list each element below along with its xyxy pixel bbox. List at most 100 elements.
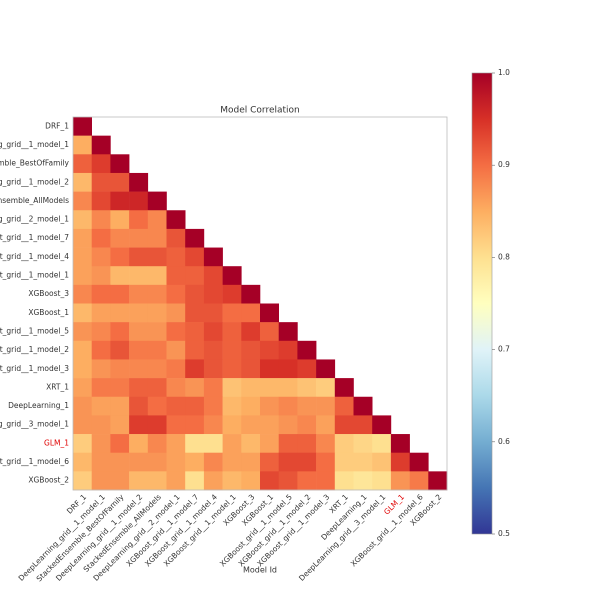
heatmap-cell (110, 247, 130, 267)
y-tick-label: XGBoost_grid__1_model_6 (0, 457, 69, 466)
heatmap-cell (166, 415, 186, 435)
heatmap-cell (166, 434, 186, 453)
heatmap-cell (297, 396, 317, 416)
y-tick-label: XGBoost_grid__1_model_7 (0, 233, 69, 242)
heatmap-cell (73, 191, 92, 211)
plot-frame (72, 116, 448, 491)
y-tick-label: XRT_1 (46, 382, 69, 391)
colorbar-tick-label: 0.7 (498, 345, 510, 354)
y-tick-label: XGBoost_grid__1_model_3 (0, 364, 69, 373)
heatmap-cell (372, 434, 392, 453)
heatmap-cell (129, 359, 149, 379)
heatmap-cell (334, 378, 354, 398)
heatmap-cell (147, 322, 167, 342)
heatmap-cell (241, 415, 261, 435)
heatmap-cell (147, 359, 167, 379)
heatmap-cell (260, 415, 279, 435)
heatmap-cell (372, 452, 392, 472)
heatmap-cell (73, 471, 92, 491)
heatmap-cell (297, 471, 317, 491)
heatmap-cell (185, 415, 205, 435)
heatmap-cell (222, 303, 242, 323)
heatmap-cell (222, 471, 242, 491)
heatmap-cell (73, 340, 92, 360)
heatmap-cell (353, 434, 373, 453)
heatmap-cell (147, 452, 167, 472)
heatmap-cell (91, 135, 111, 155)
heatmap-cell (129, 284, 149, 304)
heatmap-cell (166, 247, 186, 267)
heatmap-cell (166, 266, 186, 286)
heatmap-cell (110, 154, 130, 174)
heatmap-cell (222, 452, 242, 472)
heatmap-cell (185, 228, 205, 248)
heatmap-cell (278, 471, 298, 491)
y-tick-label: XGBoost_grid__1_model_1 (0, 271, 69, 280)
chart-title: Model Correlation (220, 106, 300, 116)
y-tick-label: GLM_1 (44, 438, 69, 447)
heatmap-cell (147, 434, 167, 453)
heatmap-cell (129, 396, 149, 416)
heatmap-cell (129, 415, 149, 435)
heatmap-cell (147, 415, 167, 435)
heatmap-cell (241, 378, 261, 398)
heatmap-cell (91, 396, 111, 416)
heatmap-cell (91, 452, 111, 472)
heatmap-cell (334, 415, 354, 435)
heatmap-cell (73, 117, 92, 136)
heatmap-cell (203, 322, 223, 342)
heatmap-cell (129, 247, 149, 267)
heatmap-cell (91, 378, 111, 398)
heatmap-cell (73, 247, 92, 267)
heatmap-cell (185, 378, 205, 398)
heatmap-cell (334, 452, 354, 472)
heatmap-cell (147, 210, 167, 230)
heatmap-cell (316, 471, 336, 491)
heatmap-cell (185, 452, 205, 472)
heatmap-cell (166, 378, 186, 398)
heatmap-cell (110, 228, 130, 248)
heatmap-cell (409, 471, 429, 491)
heatmap-cell (73, 434, 92, 453)
y-tick-label: XGBoost_grid__1_model_2 (0, 345, 69, 354)
heatmap-cell (110, 210, 130, 230)
y-tick-label: XGBoost_grid__1_model_4 (0, 252, 69, 261)
colorbar-tick-label: 0.9 (498, 160, 510, 169)
heatmap-cell (241, 396, 261, 416)
heatmap-cell (147, 228, 167, 248)
heatmap-cell (73, 359, 92, 379)
y-tick-label: XGBoost_1 (28, 308, 69, 317)
heatmap-cell (260, 378, 279, 398)
heatmap-cell (147, 340, 167, 360)
heatmap-cell (316, 359, 336, 379)
heatmap-cell (129, 228, 149, 248)
heatmap-cell (129, 266, 149, 286)
heatmap-cell (185, 396, 205, 416)
heatmap-cell (297, 378, 317, 398)
heatmap-cell (222, 378, 242, 398)
heatmap-cell (297, 452, 317, 472)
heatmap-cell (147, 191, 167, 211)
y-tick-label: StackedEnsemble_AllModels (0, 196, 69, 205)
heatmap-cell (241, 322, 261, 342)
heatmap-cell (222, 340, 242, 360)
heatmap-cell (260, 322, 279, 342)
heatmap-cell (203, 434, 223, 453)
heatmap-cell (203, 471, 223, 491)
colorbar-tick-label: 0.6 (498, 437, 510, 446)
heatmap-cell (203, 396, 223, 416)
heatmap-cell (147, 396, 167, 416)
heatmap-cell (185, 434, 205, 453)
heatmap-cell (166, 228, 186, 248)
heatmap-cell (166, 303, 186, 323)
heatmap-cell (241, 471, 261, 491)
heatmap-cell (278, 378, 298, 398)
colorbar-tick-label: 1.0 (498, 68, 510, 77)
y-tick-label: DeepLearning_grid__1_model_1 (0, 140, 69, 149)
heatmap-cell (203, 452, 223, 472)
heatmap-cell (222, 396, 242, 416)
heatmap-cell (166, 284, 186, 304)
heatmap-cell (166, 322, 186, 342)
